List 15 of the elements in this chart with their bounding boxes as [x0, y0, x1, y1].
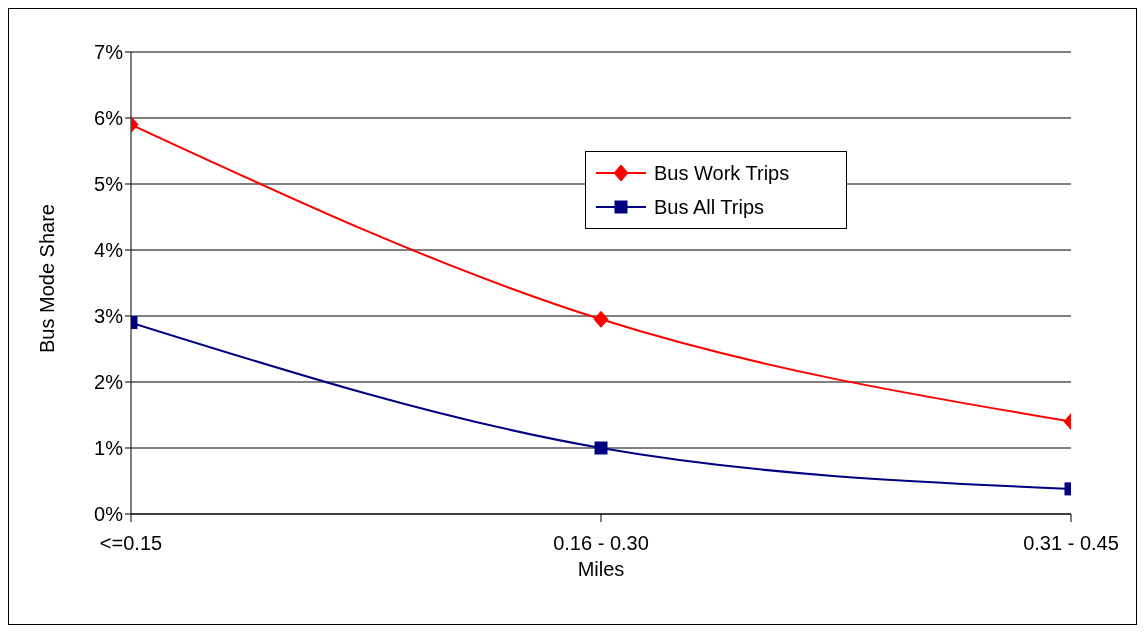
- y-tick-label: 4%: [94, 239, 124, 262]
- legend-label: Bus Work Trips: [654, 161, 790, 185]
- legend-label: Bus All Trips: [654, 195, 765, 219]
- x-axis-title: Miles: [577, 558, 625, 580]
- y-tick-label: 1%: [94, 437, 124, 460]
- y-tick-label: 2%: [94, 371, 124, 394]
- y-tick-label: 6%: [94, 107, 124, 130]
- x-tick-label: 0.31 - 0.45: [1023, 532, 1119, 555]
- y-tick-label: 3%: [94, 305, 124, 328]
- y-tick-label: 7%: [94, 41, 124, 64]
- y-tick-label: 5%: [94, 173, 124, 196]
- y-tick-label: 0%: [94, 503, 124, 526]
- x-tick-label: <=0.15: [99, 532, 163, 555]
- y-axis-title: Bus Mode Share: [36, 204, 59, 353]
- x-tick-label: 0.16 - 0.30: [553, 532, 649, 555]
